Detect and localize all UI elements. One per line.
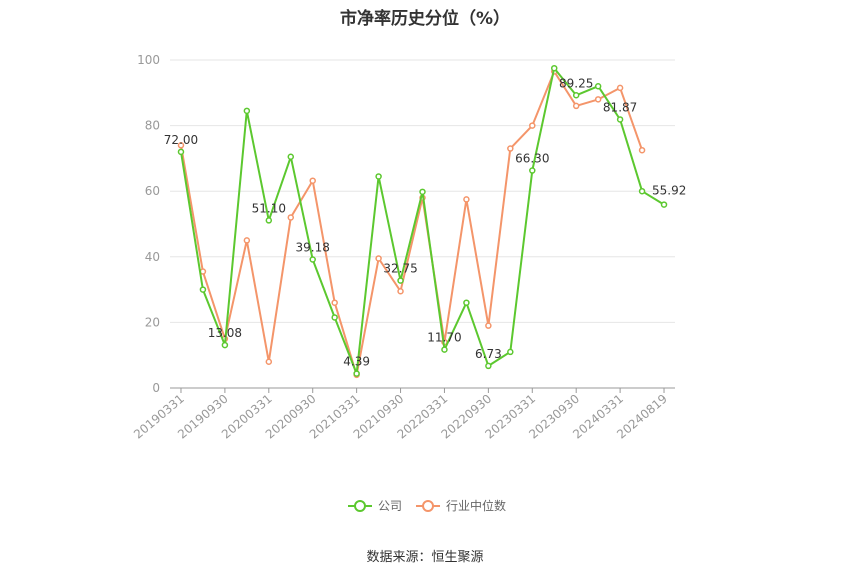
legend-label: 公司: [378, 499, 402, 513]
data-point: [463, 196, 470, 203]
data-point: [243, 237, 251, 244]
data-point: [309, 177, 316, 184]
data-label: 72.00: [164, 133, 198, 147]
data-point: [265, 358, 273, 366]
data-label: 6.73: [475, 347, 502, 361]
data-point: [594, 96, 602, 103]
data-point: [397, 277, 404, 284]
data-point: [485, 362, 492, 370]
data-label: 81.87: [603, 100, 637, 114]
chart-title: 市净率历史分位（%）: [339, 9, 511, 29]
data-point: [638, 146, 646, 154]
data-label: 89.25: [559, 76, 593, 90]
data-point: [331, 299, 338, 306]
data-point: [265, 217, 273, 224]
data-label: 4.39: [343, 355, 370, 369]
data-point: [507, 348, 514, 356]
data-point: [550, 64, 558, 72]
series-line: [180, 70, 644, 376]
y-tick-label: 100: [137, 53, 160, 67]
data-point: [419, 188, 426, 196]
y-axis-ticks: 0 20 40 60 80 100: [137, 53, 160, 395]
data-point: [287, 153, 295, 161]
data-point: [309, 256, 316, 263]
data-point: [572, 102, 580, 110]
data-source: 数据来源：恒生聚源: [366, 550, 484, 565]
data-point: [660, 201, 668, 208]
data-point: [375, 255, 382, 262]
y-tick-label: 40: [145, 250, 160, 264]
series-group: [177, 64, 668, 379]
data-point: [221, 341, 229, 349]
legend[interactable]: 公司 行业中位数: [348, 498, 506, 513]
data-point: [638, 187, 646, 195]
data-point: [485, 322, 492, 329]
data-point: [243, 107, 251, 115]
data-label: 55.92: [652, 184, 686, 198]
data-point: [529, 122, 536, 129]
data-point: [287, 214, 295, 221]
y-tick-label: 0: [152, 381, 160, 395]
data-label: 39.18: [296, 240, 330, 254]
data-point: [177, 148, 185, 156]
legend-label: 行业中位数: [446, 498, 506, 513]
data-label: 66.30: [515, 152, 549, 166]
data-label: 13.08: [208, 326, 242, 340]
y-tick-label: 80: [145, 119, 160, 133]
legend-marker: [422, 500, 435, 512]
data-point: [616, 116, 624, 123]
y-tick-label: 60: [145, 184, 160, 198]
data-point: [177, 142, 185, 149]
series-line: [180, 67, 665, 375]
data-point: [572, 92, 580, 99]
data-point: [529, 167, 536, 174]
data-label: 11.70: [427, 331, 461, 345]
data-point: [616, 84, 624, 92]
x-axis: 2019033120190930202003312020093020210331…: [131, 387, 675, 442]
data-point: [594, 82, 602, 90]
data-point: [441, 346, 448, 353]
data-point: [463, 299, 470, 306]
data-point: [507, 145, 514, 152]
legend-marker: [354, 500, 366, 512]
data-point: [397, 287, 404, 295]
data-label: 51.10: [252, 201, 286, 215]
data-label: 32.75: [383, 262, 417, 276]
y-tick-label: 20: [145, 315, 160, 329]
data-point: [353, 370, 360, 377]
data-point: [199, 286, 207, 293]
data-point: [375, 173, 382, 180]
data-point: [331, 314, 338, 321]
data-labels: 72.00 13.08 51.10 39.18 4.39 32.75 11.70 6.73 66…: [164, 76, 687, 368]
